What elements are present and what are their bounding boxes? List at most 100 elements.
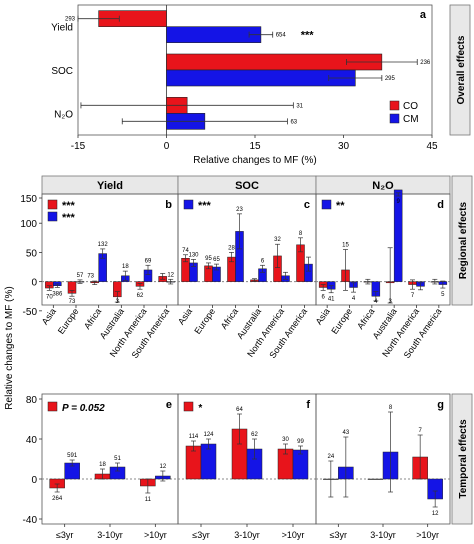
panel-d-category-label: Europe	[329, 306, 354, 336]
regional-effects-label-box	[451, 175, 473, 306]
panel-e-ytick-label: 0	[31, 475, 37, 486]
panel-c-sample-size: 28	[228, 245, 235, 251]
panel-a-xtick-label: 30	[338, 141, 350, 152]
panel-b-category-label: Africa	[82, 306, 103, 331]
panel-d-sample-size: 3	[388, 299, 392, 305]
panel-a-sample-size: 63	[290, 119, 297, 125]
panel-b-legend-significance: ***	[62, 200, 76, 212]
panel-g-category-label: ≤3yr	[330, 530, 347, 540]
panel-b-sample-size: 12	[167, 272, 174, 278]
panel-d-legend-significance: **	[336, 200, 345, 212]
panel-a-sample-size: 236	[420, 60, 431, 66]
panel-a-sample-size: 31	[296, 103, 303, 109]
panel-e-sample-size: 18	[99, 462, 106, 468]
panel-b-sample-size: 132	[98, 242, 109, 248]
panel-b-ytick-label: -50	[23, 307, 38, 318]
strip-title-d: N₂O	[372, 180, 394, 192]
panel-a-legend-label: CM	[403, 114, 419, 125]
panel-e-sample-size: 51	[114, 456, 121, 462]
panel-c-category-label: Asia	[176, 306, 194, 326]
panel-a-category-label: N₂O	[54, 109, 73, 120]
temporal-effects-label: Temporal effects	[458, 419, 469, 499]
panel-b-legend-swatch	[47, 199, 58, 210]
panel-f-sample-size: 114	[189, 434, 199, 440]
panel-e-category-label: 3-10yr	[97, 530, 123, 540]
panel-c-category-label: Africa	[219, 306, 240, 331]
panel-d-sample-size: 9	[396, 199, 400, 205]
strip-title-c: SOC	[235, 180, 259, 192]
panel-c-sample-size: 74	[182, 248, 189, 254]
panel-e-sample-size: 264	[52, 496, 63, 502]
panel-b-category-label: Asia	[40, 306, 58, 326]
panel-d-category-label: Asia	[314, 306, 332, 326]
panel-b-legend-significance: ***	[62, 212, 76, 224]
panel-e-category-label: >10yr	[144, 530, 167, 540]
panel-e-sample-size: 11	[145, 497, 152, 503]
panel-g-sample-size: 7	[418, 428, 422, 434]
panel-a-letter: a	[420, 9, 427, 21]
panel-b-sample-size: 73	[69, 299, 76, 305]
panel-f-sample-size: 124	[203, 432, 214, 438]
panel-d-sample-size: 7	[411, 293, 415, 299]
strip-title-b: Yield	[97, 180, 123, 192]
panel-a-category-label: SOC	[51, 66, 73, 77]
panel-f-legend-swatch	[183, 401, 194, 412]
panel-e-sample-size: 591	[67, 453, 78, 459]
panel-d-frame	[315, 193, 451, 306]
panel-e-ytick-label: 80	[26, 395, 38, 406]
panel-g-sample-size: 8	[389, 405, 393, 411]
panel-f-legend-text: *	[198, 403, 203, 414]
panel-g-letter: g	[437, 399, 444, 411]
panel-b-letter: b	[165, 199, 172, 211]
panel-d-category-label: Africa	[355, 306, 376, 331]
panel-a-xtick-label: 15	[249, 141, 261, 152]
panel-a-sample-size: 293	[65, 17, 76, 23]
panel-e-letter: e	[166, 399, 172, 411]
panel-c-sample-size: 6	[261, 258, 265, 264]
panel-g-bar	[367, 478, 384, 480]
panel-d-sample-size: 4	[352, 296, 356, 302]
panel-a-sample-size: 654	[276, 33, 287, 39]
panel-b-ytick-label: 100	[20, 219, 37, 230]
panel-d-legend-swatch	[321, 199, 332, 210]
panel-a-xtick-label: 45	[426, 141, 438, 152]
shared-ylabel: Relative changes to MF (%)	[4, 286, 15, 409]
panel-b-legend-swatch	[47, 211, 58, 222]
panel-f-category-label: ≤3yr	[192, 530, 209, 540]
panel-f-sample-size: 99	[297, 439, 304, 445]
panel-c-category-label: Europe	[192, 306, 217, 336]
panel-a-category-label: Yield	[51, 23, 73, 34]
panel-b-sample-size: 18	[122, 264, 129, 270]
panel-g-sample-size: 12	[432, 511, 439, 517]
panel-c-sample-size: 130	[188, 252, 199, 258]
panel-f-category-label: 3-10yr	[234, 530, 260, 540]
panel-b-ytick-label: 150	[20, 194, 37, 205]
panel-b-ytick-label: 0	[31, 278, 37, 289]
panel-b-ytick-label: 50	[26, 248, 38, 259]
panel-a-sample-size: 295	[385, 76, 396, 82]
panel-g-sample-size: 43	[342, 430, 349, 436]
panel-d-sample-size: 4	[374, 299, 378, 305]
panel-a-legend-swatch	[389, 113, 400, 124]
panel-b-sample-size: 57	[77, 273, 84, 279]
panel-b-sample-size: 70	[46, 294, 53, 300]
panel-f-letter: f	[306, 399, 310, 411]
panel-d-sample-size: 15	[342, 243, 349, 249]
panel-d-letter: d	[437, 199, 444, 211]
overall-effects-label-box	[449, 4, 471, 136]
panel-f-category-label: >10yr	[282, 530, 305, 540]
temporal-effects-label-box	[451, 393, 473, 525]
panel-c-sample-size: 32	[274, 237, 281, 243]
panel-e-legend-text: P = 0.052	[62, 403, 105, 414]
panel-a-legend-label: CO	[403, 101, 418, 112]
panel-a-significance: ***	[301, 30, 315, 42]
panel-c-legend-significance: ***	[198, 200, 212, 212]
panel-d-sample-size: 41	[328, 297, 335, 303]
panel-a-bar	[166, 69, 356, 87]
panel-a-bar	[166, 26, 262, 43]
panel-b-category-label: Europe	[56, 306, 81, 336]
panel-d-bar	[393, 189, 403, 282]
panel-e-ytick-label: 40	[26, 435, 38, 446]
panel-g-sample-size: 24	[327, 454, 334, 460]
